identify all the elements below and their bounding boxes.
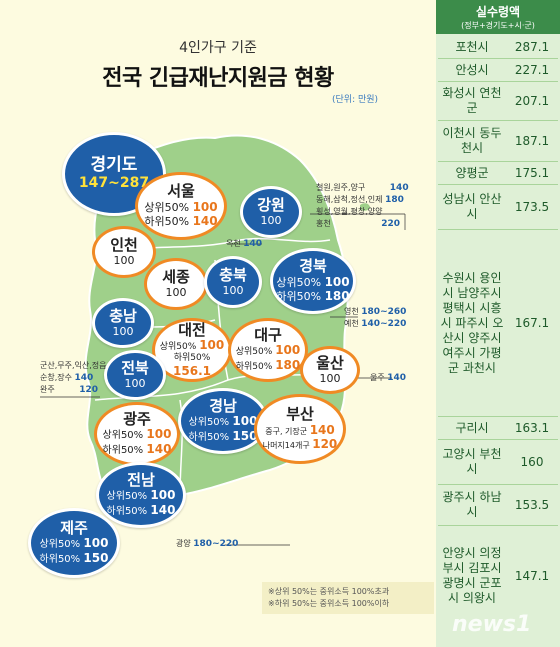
- region-upper: 상위50% 100: [39, 536, 109, 551]
- region-name: 대구: [254, 325, 282, 344]
- table-row: 광주시 하남시 153.5: [438, 485, 558, 526]
- note-ulju: 울주 140: [370, 373, 407, 383]
- region-value: 100: [113, 253, 135, 267]
- region-value: 100: [222, 283, 244, 297]
- footnote-box: ※상위 50%는 중위소득 100%초과 ※하위 50%는 중위소득 100%이…: [262, 582, 434, 614]
- region-name: 광주: [123, 409, 151, 428]
- footnote: ※하위 50%는 중위소득 100%이하: [268, 599, 390, 608]
- note-gangwon: 철원,원주,양구 140 동해,삼척,정선,인제 180 횡성,영월,평창,양양…: [316, 183, 409, 230]
- region-name: 세종: [162, 268, 190, 287]
- region-upper: 상위50% 100: [235, 343, 301, 358]
- island-ulleung: [360, 203, 370, 211]
- leader-lines: [40, 213, 406, 546]
- table-row: 구리시 163.1: [438, 417, 558, 440]
- note-gyeongbuk: 영천 180~260 예천 140~220: [344, 307, 407, 330]
- region-gangwon: 강원 100: [240, 186, 302, 238]
- region-chungbuk: 충북 100: [204, 256, 262, 308]
- unit-label: (단위: 만원): [332, 95, 379, 105]
- region-name: 경북: [299, 257, 327, 276]
- subtitle: 4인가구 기준: [179, 40, 257, 56]
- watermark-logo: news1: [452, 612, 532, 637]
- region-lower: 하위50% 140: [106, 503, 176, 518]
- region-upper: 상위50% 100: [144, 199, 218, 214]
- table-row: 안양시 의정부시 김포시 광명시 군포시 의왕시 147.1: [442, 546, 550, 605]
- table-subtitle: (정부+경기도+시·군): [461, 21, 535, 30]
- footnote: ※상위 50%는 중위소득 100%초과: [268, 587, 390, 596]
- region-daegu: 대구 상위50% 100 하위50% 180: [228, 318, 308, 382]
- region-line1: 중구, 기장군 140: [265, 422, 335, 437]
- region-lower: 하위50% 150: [39, 551, 109, 566]
- region-upper: 상위50% 100: [159, 338, 225, 353]
- table-row: 수원시 용인시 남양주시 평택시 시흥시 파주시 오산시 양주시 여주시 가평군…: [438, 230, 558, 417]
- region-gyeongbuk: 경북 상위50% 100 하위50% 180: [270, 248, 356, 314]
- region-name: 서울: [167, 182, 195, 201]
- region-value: 100: [260, 213, 282, 227]
- table-title: 실수령액: [475, 5, 521, 19]
- region-name: 충북: [219, 266, 247, 285]
- region-lower: 하위50% 140: [102, 442, 172, 457]
- region-value: 100: [165, 285, 187, 299]
- region-gwangju: 광주 상위50% 100 하위50% 140: [94, 402, 180, 466]
- region-sejong: 세종 100: [144, 258, 208, 310]
- region-name: 부산: [286, 405, 314, 424]
- region-jeju: 제주 상위50% 100 하위50% 150: [28, 508, 120, 578]
- region-name: 충남: [109, 307, 137, 326]
- region-upper: 상위50% 100: [276, 274, 350, 289]
- region-name: 경기도: [90, 155, 138, 176]
- region-busan: 부산 중구, 기장군 140 나머지14개구 120: [254, 394, 346, 464]
- table-header: 실수령액 (정부+경기도+시·군): [436, 0, 560, 34]
- region-name: 경남: [209, 396, 237, 415]
- region-upper: 상위50% 100: [188, 414, 258, 429]
- region-lower: 하위50% 140: [144, 214, 218, 229]
- region-value: 100: [319, 371, 341, 385]
- region-jeonbuk: 전북 100: [104, 350, 166, 400]
- region-gyeongnam: 경남 상위50% 100 하위50% 150: [178, 388, 268, 454]
- map-panel: 4인가구 기준 전국 긴급재난지원금 현황 (단위: 만원) 경기도 147~2…: [28, 40, 434, 614]
- page-title: 전국 긴급재난지원금 현황: [102, 66, 334, 91]
- region-value: 147~287: [78, 174, 150, 191]
- region-incheon: 인천 100: [92, 226, 156, 278]
- note-okcheon: 옥천 140: [226, 239, 263, 249]
- table-row: 고양시 부천시 160: [438, 440, 558, 485]
- region-lower: 하위50% 156.1: [173, 352, 211, 378]
- region-chungnam: 충남 100: [92, 298, 154, 348]
- region-name: 전남: [127, 470, 155, 489]
- region-name: 전북: [121, 359, 149, 378]
- table-row: 포천시 287.1: [438, 36, 558, 59]
- region-value: 100: [124, 376, 146, 390]
- table-row: 화성시 연천군 207.1: [438, 82, 558, 121]
- region-name: 대전: [178, 320, 206, 339]
- table-row: 성남시 안산시 173.5: [438, 185, 558, 230]
- region-line2: 나머지14개구 120: [262, 437, 338, 452]
- region-seoul: 서울 상위50% 100 하위50% 140: [135, 172, 227, 240]
- table-row: 이천시 동두천시 187.1: [438, 121, 558, 162]
- region-lower: 하위50% 150: [188, 429, 258, 444]
- note-gwangyang: 광양 180~220: [176, 539, 239, 549]
- region-jeonnam: 전남 상위50% 100 하위50% 140: [96, 462, 186, 528]
- region-upper: 상위50% 100: [102, 427, 172, 442]
- note-jeonbuk: 군산,무주,익산,정읍 순창,장수 140 완주 120: [40, 361, 107, 396]
- region-lower: 하위50% 180: [235, 358, 301, 373]
- region-name: 강원: [257, 196, 285, 215]
- region-name: 제주: [60, 518, 88, 537]
- amount-table: [436, 0, 560, 647]
- table-row: 안성시 227.1: [438, 59, 558, 82]
- table-row: 양평군 175.1: [438, 162, 558, 185]
- region-ulsan: 울산 100: [300, 346, 360, 394]
- region-value: 100: [112, 324, 134, 338]
- region-upper: 상위50% 100: [106, 488, 176, 503]
- region-name: 울산: [316, 354, 344, 373]
- region-lower: 하위50% 180: [276, 289, 350, 304]
- region-name: 인천: [110, 236, 138, 255]
